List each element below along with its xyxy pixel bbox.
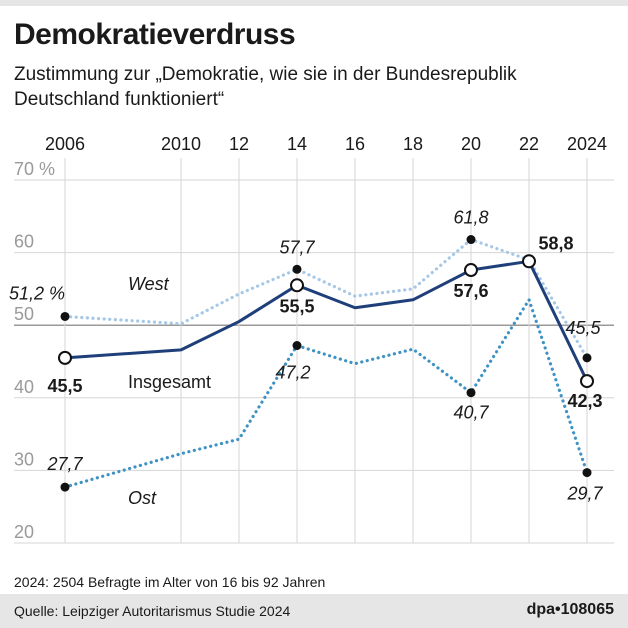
footer: Quelle: Leipziger Autoritarismus Studie … — [0, 594, 628, 628]
series-line-west — [63, 237, 589, 360]
series-name-label: Insgesamt — [128, 372, 211, 392]
y-tick-label: 20 — [14, 522, 34, 542]
data-label-insgesamt: 45,5 — [47, 376, 82, 396]
line-chart: 70 % 60 50 40 30 20 2006 2010 12 14 16 18 20 22 2024 5… — [9, 134, 614, 544]
data-label-west: 51,2 % — [9, 283, 65, 303]
line-layer — [63, 237, 589, 489]
x-tick-label: 2010 — [161, 134, 201, 154]
x-tick-label: 16 — [345, 134, 365, 154]
data-point-insgesamt — [580, 374, 594, 389]
data-label-insgesamt: 58,8 — [538, 233, 573, 253]
y-tick-label: 60 — [14, 232, 34, 252]
data-label-west: 61,8 — [453, 208, 488, 228]
data-point-west — [582, 353, 592, 363]
x-tick-label: 20 — [461, 134, 481, 154]
data-label-insgesamt: 57,6 — [453, 281, 488, 301]
chart-title: Demokratieverdruss — [14, 18, 296, 51]
data-point-insgesamt — [290, 278, 304, 293]
data-point-ost — [466, 388, 476, 398]
axis-layer: 70 % 60 50 40 30 20 2006 2010 12 14 16 18 20 22 2024 — [14, 134, 607, 542]
marker-layer — [58, 235, 594, 492]
x-tick-label: 2024 — [567, 134, 607, 154]
data-label-ost: 47,2 — [275, 363, 310, 383]
data-label-ost: 40,7 — [453, 403, 489, 423]
data-point-west — [466, 235, 476, 245]
data-label-insgesamt: 42,3 — [567, 391, 602, 411]
label-layer: 51,2 % 57,7 61,8 45,5 45,5 55,5 57,6 58,8 42,3 27… — [9, 208, 604, 508]
data-point-ost — [60, 482, 70, 492]
data-point-insgesamt — [522, 254, 536, 269]
grid-layer — [14, 158, 614, 544]
x-tick-label: 12 — [229, 134, 249, 154]
data-point-ost — [582, 468, 592, 478]
data-point-insgesamt — [58, 350, 72, 365]
data-point-west — [60, 311, 70, 321]
data-point-ost — [292, 341, 302, 351]
series-line-ost — [63, 298, 589, 489]
dpa-credit: dpa•108065 — [526, 601, 614, 618]
data-label-ost: 27,7 — [46, 454, 83, 474]
y-tick-label: 40 — [14, 377, 34, 397]
source-text: Quelle: Leipziger Autoritarismus Studie … — [14, 603, 291, 619]
data-label-west: 45,5 — [565, 318, 601, 338]
y-tick-label: 30 — [14, 449, 34, 469]
x-tick-label: 14 — [287, 134, 307, 154]
data-label-ost: 29,7 — [566, 484, 603, 504]
data-label-west: 57,7 — [279, 237, 315, 257]
series-line-insgesamt — [63, 259, 589, 383]
x-tick-label: 18 — [403, 134, 423, 154]
x-tick-label: 2006 — [45, 134, 85, 154]
data-point-insgesamt — [464, 263, 478, 278]
y-tick-label: 70 % — [14, 159, 55, 179]
series-name-label: West — [128, 274, 170, 294]
chart-subtitle: Zustimmung zur „Demokratie, wie sie in d… — [14, 64, 517, 110]
series-name-label: Ost — [128, 488, 157, 508]
data-point-west — [292, 264, 302, 274]
top-bar — [0, 0, 628, 6]
x-tick-label: 22 — [519, 134, 539, 154]
data-label-insgesamt: 55,5 — [279, 296, 314, 316]
y-tick-label: 50 — [14, 304, 34, 324]
sample-note: 2024: 2504 Befragte im Alter von 16 bis … — [14, 574, 326, 590]
